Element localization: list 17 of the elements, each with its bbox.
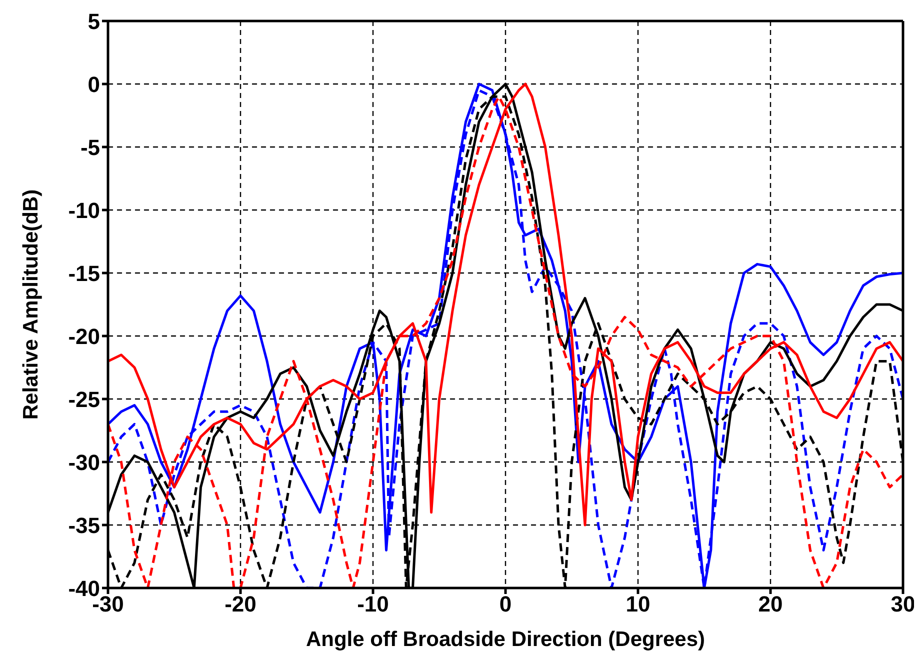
y-tick-label: -15 [68, 260, 100, 286]
y-tick-label: 0 [88, 72, 100, 97]
x-axis-title: Angle off Broadside Direction (Degrees) [306, 628, 706, 651]
y-tick-label: -20 [68, 324, 100, 349]
y-tick-label: -35 [68, 512, 100, 538]
x-tick-label: -20 [224, 592, 256, 617]
x-tick-label: 0 [499, 592, 512, 617]
y-tick-label: -5 [80, 134, 100, 160]
x-tick-label: 10 [626, 592, 650, 617]
y-axis-title: Relative Amplitude(dB) [19, 189, 42, 420]
x-tick-label: 30 [890, 592, 916, 617]
y-tick-label: 5 [88, 8, 100, 34]
x-tick-label: 20 [758, 592, 783, 617]
y-tick-label: -10 [68, 198, 100, 223]
y-tick-label: -25 [68, 386, 100, 412]
y-tick-label: -30 [68, 450, 100, 475]
x-tick-label: -10 [357, 592, 389, 617]
